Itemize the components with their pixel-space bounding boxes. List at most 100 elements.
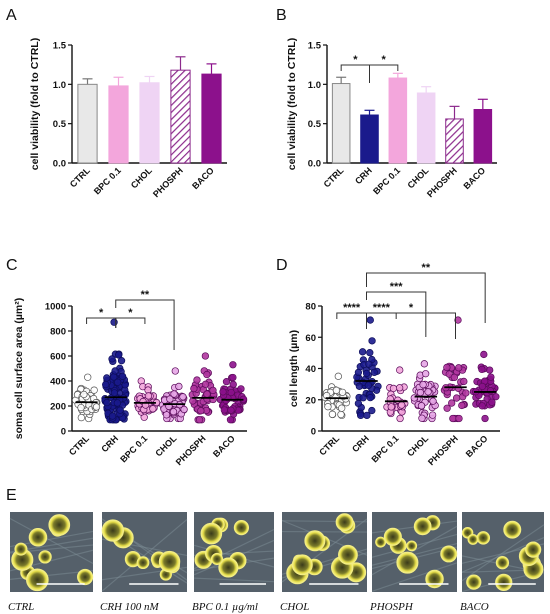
- significance-label: *: [382, 54, 387, 66]
- data-point-phosph: [454, 384, 462, 392]
- significance-label: ****: [343, 302, 361, 314]
- data-point-crh: [358, 348, 367, 356]
- cell-body: [304, 530, 326, 552]
- cell-body: [338, 544, 358, 565]
- cell-body: [335, 513, 354, 532]
- data-point-baco: [478, 365, 486, 374]
- micrograph-phosph: [371, 512, 458, 592]
- cell-body: [525, 541, 542, 558]
- data-point-phosph: [454, 316, 462, 324]
- panel-letter-e: E: [6, 487, 17, 504]
- data-point-bpc-0-1: [396, 414, 404, 423]
- cell-body: [210, 552, 224, 566]
- significance-bracket: [366, 272, 486, 323]
- data-point-chol: [166, 395, 174, 403]
- data-point-crh: [359, 394, 367, 402]
- data-point-baco: [237, 385, 245, 393]
- x-tick-label-bpc-0-1: BPC 0.1: [371, 165, 402, 196]
- data-point-ctrl: [338, 388, 347, 396]
- data-point-baco: [492, 393, 500, 401]
- bar-phosph: [170, 69, 191, 164]
- data-point-phosph: [209, 386, 217, 395]
- panel-letter-d: D: [276, 257, 288, 274]
- micrograph-label-bpc-0-1-g-ml: BPC 0.1 µg/ml: [192, 601, 258, 613]
- micrograph-texture: [101, 518, 188, 592]
- micrograph-texture: [371, 525, 458, 576]
- cell-body: [495, 573, 513, 592]
- significance-label: ***: [390, 281, 404, 293]
- data-point-ctrl: [337, 410, 345, 419]
- data-point-phosph: [450, 373, 459, 382]
- bar-phosph: [445, 118, 464, 164]
- data-point-phosph: [455, 364, 463, 372]
- cell-body: [413, 517, 432, 536]
- data-point-crh: [368, 337, 376, 345]
- data-point-crh: [110, 389, 119, 397]
- y-tick-label: 40: [305, 364, 316, 375]
- data-point-bpc-0-1: [395, 384, 404, 392]
- data-point-baco: [227, 388, 235, 397]
- data-point-baco: [486, 387, 495, 395]
- data-point-chol: [417, 402, 426, 410]
- y-tick-label: 0.0: [308, 159, 321, 170]
- micrograph-texture: [193, 577, 275, 583]
- data-point-ctrl: [80, 390, 88, 399]
- bar-baco: [473, 109, 493, 164]
- micrograph-label-ctrl: CTRL: [8, 601, 34, 613]
- y-axis-title: cell length (µm): [288, 330, 300, 407]
- data-point-baco: [229, 380, 237, 389]
- significance-bracket: [115, 299, 175, 350]
- micrograph-chol: [281, 512, 368, 592]
- data-point-phosph: [201, 380, 210, 388]
- data-point-bpc-0-1: [387, 403, 395, 411]
- data-point-chol: [419, 380, 427, 389]
- data-point-ctrl: [77, 413, 85, 422]
- significance-label: ****: [373, 302, 391, 314]
- cell-body: [200, 522, 223, 545]
- data-point-phosph: [203, 390, 211, 398]
- data-point-ctrl: [92, 403, 101, 411]
- micrograph-label-chol: CHOL: [280, 601, 309, 613]
- data-point-crh: [370, 368, 378, 377]
- cell-body: [28, 527, 48, 547]
- y-tick-label: 400: [50, 377, 66, 388]
- data-point-crh: [354, 399, 363, 408]
- data-point-crh: [357, 411, 365, 420]
- data-point-bpc-0-1: [398, 401, 406, 409]
- cell-body: [425, 569, 444, 589]
- data-point-crh: [355, 382, 364, 390]
- cell-body: [383, 527, 402, 546]
- bar-ctrl: [331, 83, 351, 164]
- data-point-phosph: [195, 416, 204, 424]
- data-point-crh: [366, 316, 374, 324]
- cell-body: [77, 568, 94, 586]
- data-point-crh: [111, 367, 119, 375]
- data-point-crh: [366, 394, 374, 402]
- data-point-baco: [227, 406, 235, 414]
- x-tick-label-crh: CRH: [353, 165, 374, 186]
- data-point-ctrl: [77, 403, 85, 412]
- x-tick-label-chol: CHOL: [405, 165, 430, 190]
- data-point-phosph: [193, 376, 201, 384]
- data-point-chol: [416, 388, 425, 397]
- y-tick-label: 200: [50, 402, 66, 413]
- data-point-crh: [364, 381, 373, 390]
- data-point-ctrl: [334, 372, 342, 380]
- data-point-phosph: [190, 384, 198, 393]
- data-point-phosph: [455, 414, 463, 423]
- data-point-baco: [220, 406, 228, 414]
- data-point-crh: [362, 369, 371, 378]
- cell-body: [440, 545, 458, 563]
- x-tick-label-phosph: PHOSPH: [425, 165, 459, 199]
- x-tick-label-ctrl: CTRL: [317, 433, 341, 457]
- bar-chol: [139, 82, 160, 164]
- micrograph-texture: [9, 517, 94, 565]
- data-point-phosph: [203, 370, 211, 379]
- cell-body: [48, 514, 71, 536]
- data-point-baco: [222, 378, 231, 386]
- micrograph-ctrl: [9, 512, 94, 592]
- data-point-chol: [420, 360, 428, 368]
- x-tick-label-chol: CHOL: [405, 433, 430, 458]
- y-tick-label: 60: [305, 333, 316, 344]
- data-point-phosph: [443, 363, 451, 372]
